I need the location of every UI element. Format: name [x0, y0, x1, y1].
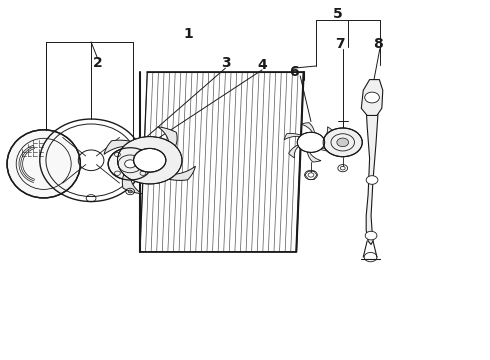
Polygon shape — [315, 145, 338, 151]
Text: 5: 5 — [333, 7, 343, 21]
Circle shape — [128, 190, 132, 193]
Circle shape — [365, 231, 377, 240]
Circle shape — [365, 92, 379, 103]
Circle shape — [297, 132, 325, 152]
Circle shape — [108, 148, 152, 180]
Polygon shape — [122, 162, 142, 194]
Text: 4: 4 — [257, 58, 267, 72]
Text: 8: 8 — [373, 37, 383, 51]
Polygon shape — [289, 143, 304, 158]
Polygon shape — [104, 140, 148, 154]
Polygon shape — [284, 134, 307, 140]
Ellipse shape — [7, 130, 80, 198]
Text: 6: 6 — [289, 66, 299, 80]
Text: 1: 1 — [184, 27, 194, 41]
Circle shape — [118, 136, 182, 184]
Text: 3: 3 — [220, 57, 230, 71]
Circle shape — [134, 148, 166, 172]
Circle shape — [124, 160, 136, 168]
Polygon shape — [318, 127, 333, 142]
Polygon shape — [301, 123, 315, 138]
Polygon shape — [307, 147, 321, 162]
Polygon shape — [158, 127, 177, 159]
Circle shape — [337, 138, 348, 147]
Circle shape — [323, 128, 362, 157]
Polygon shape — [366, 94, 378, 244]
Text: 7: 7 — [336, 37, 345, 51]
Circle shape — [366, 176, 378, 184]
Polygon shape — [361, 80, 383, 116]
Polygon shape — [151, 166, 196, 180]
Text: 2: 2 — [93, 56, 102, 70]
